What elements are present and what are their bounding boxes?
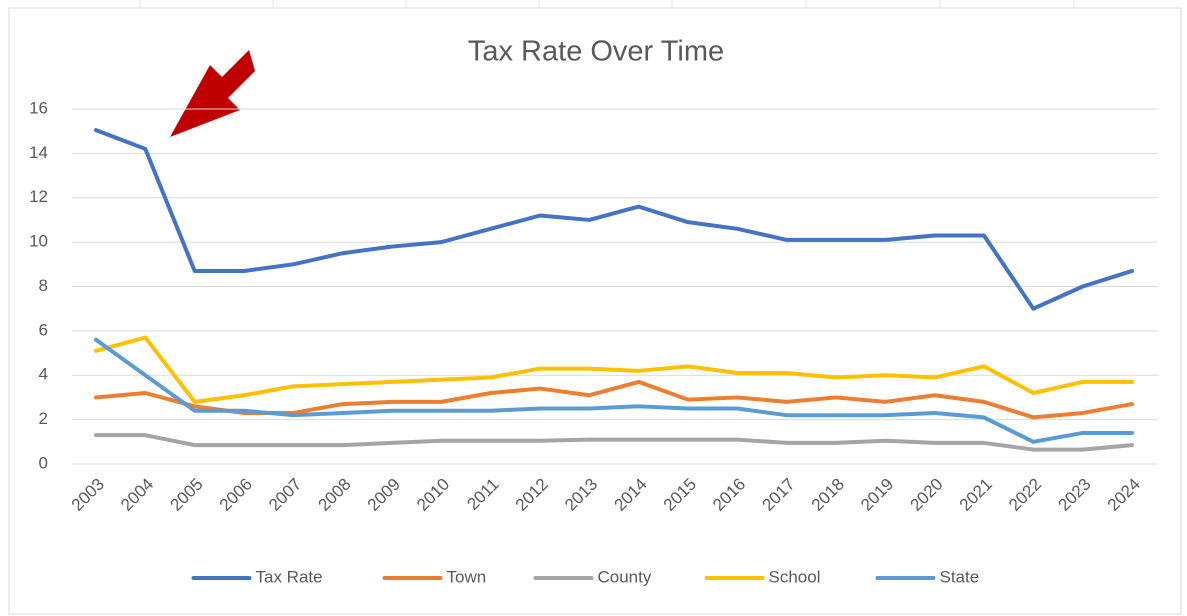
- y-tick-label: 8: [39, 276, 48, 295]
- y-tick-label: 10: [29, 232, 48, 251]
- series-line: [94, 433, 1134, 452]
- legend-label: School: [769, 567, 821, 586]
- legend-label: County: [598, 567, 652, 586]
- series-line: [94, 337, 1134, 444]
- y-tick-label: 12: [29, 187, 48, 206]
- y-tick-label: 0: [39, 453, 48, 472]
- series-line: [94, 128, 1134, 311]
- spreadsheet-cells: [139, 0, 1075, 8]
- y-tick-label: 14: [29, 143, 48, 162]
- legend-label: State: [940, 567, 980, 586]
- y-tick-label: 16: [29, 98, 48, 117]
- y-tick-label: 4: [39, 365, 48, 384]
- series-line: [94, 335, 1134, 404]
- arrow-annotation: [170, 50, 255, 137]
- y-tick-label: 2: [39, 409, 48, 428]
- chart-area: [8, 7, 1182, 615]
- y-tick-label: 6: [39, 320, 48, 339]
- legend-label: Tax Rate: [256, 567, 323, 586]
- legend-label: Town: [447, 567, 487, 586]
- chart-title: Tax Rate Over Time: [468, 36, 724, 68]
